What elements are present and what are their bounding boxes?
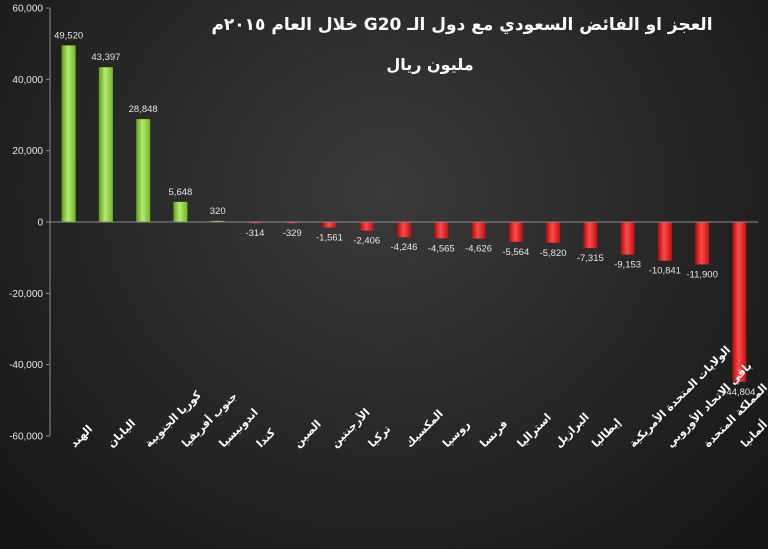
data-label: -11,900 [686, 269, 718, 280]
bar [397, 222, 411, 238]
bars [61, 45, 747, 382]
data-label: -5,564 [502, 247, 529, 258]
category-label: كندا [254, 426, 278, 450]
chart-subtitle: مليون ريال [386, 55, 473, 74]
bar [695, 222, 710, 265]
bar [173, 201, 188, 222]
y-axis-ticks: -60,000 -40,000 -20,000 0 20,000 40,000 60,000 [9, 4, 50, 443]
category-label: فرنسا [477, 417, 510, 450]
bar [359, 222, 374, 231]
bar [136, 119, 151, 222]
data-label: -7,315 [577, 253, 604, 264]
bar [657, 222, 672, 261]
y-tick-label: 0 [37, 218, 43, 229]
data-label: -4,246 [391, 242, 418, 253]
data-label: -10,841 [649, 266, 681, 277]
data-label: 43,397 [91, 52, 120, 63]
category-label: الصين [291, 417, 324, 450]
y-tick-label: 20,000 [12, 146, 43, 157]
bar [98, 67, 113, 222]
y-tick-label: -20,000 [9, 289, 43, 300]
y-tick-label: 40,000 [12, 75, 43, 86]
chart-title: العجز او الفائض السعودي مع دول الـ G20 خ… [211, 15, 712, 35]
category-label: استراليا [515, 411, 554, 450]
y-tick-label: 60,000 [12, 4, 43, 15]
category-label: اليابان [105, 417, 138, 450]
bar [546, 222, 561, 243]
bar [285, 222, 300, 224]
category-label: ألمانيا [738, 417, 768, 450]
bar [247, 222, 262, 224]
data-label: 28,848 [129, 104, 158, 115]
bar [61, 45, 76, 223]
data-label: -314 [245, 228, 264, 239]
data-label: -4,626 [465, 243, 492, 254]
y-tick-label: -60,000 [9, 432, 43, 443]
data-label: -44,804 [723, 387, 755, 398]
bar [322, 222, 337, 228]
data-labels: 49,520 43,397 28,848 5,648 320 -314 -329 -1,561… [54, 30, 755, 397]
data-label: -4,565 [428, 243, 455, 254]
category-label: المكسيك [403, 407, 446, 450]
y-tick-label: -40,000 [9, 360, 43, 371]
data-label: 49,520 [54, 30, 83, 41]
category-label: روسيا [440, 418, 472, 450]
data-label: -1,561 [316, 233, 343, 244]
data-label: -2,406 [353, 236, 380, 247]
category-label: تركيا [366, 423, 394, 451]
data-label: -9,153 [614, 260, 641, 271]
bar [583, 222, 598, 249]
bar [620, 222, 635, 255]
data-label: -329 [283, 228, 302, 239]
category-label: الأرجنتين [328, 405, 373, 450]
category-label: الهند [68, 423, 96, 451]
category-label: إيطاليا [589, 416, 623, 450]
bar [732, 222, 747, 382]
data-label: 320 [210, 206, 226, 217]
bar [210, 220, 225, 223]
bar [508, 222, 523, 242]
bar [434, 222, 449, 239]
bar [471, 222, 486, 239]
data-label: -5,820 [540, 248, 567, 259]
category-label: البرازيل [552, 410, 592, 450]
data-label: 5,648 [169, 187, 193, 198]
